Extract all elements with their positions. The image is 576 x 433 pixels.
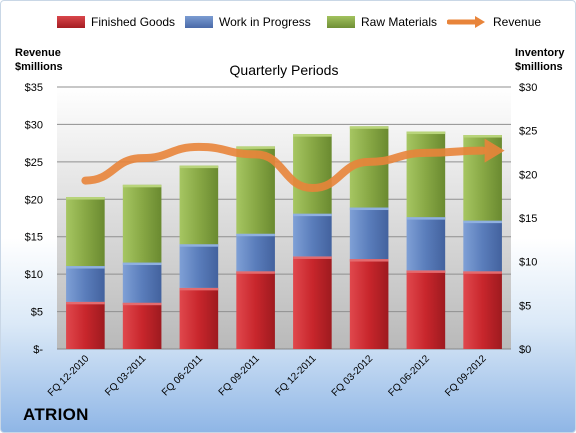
revenue-line-group: [81, 138, 505, 193]
legend-label-work-in-progress: Work in Progress: [219, 15, 311, 29]
bar-raw-materials: [66, 197, 105, 267]
right-tick-label: $0: [519, 344, 531, 356]
x-tick-labels: FQ 12-2010 FQ 03-2011 FQ 06-2011 FQ 09-2011…: [46, 353, 489, 399]
legend: Finished Goods Work in Progress Raw Mate…: [1, 15, 575, 35]
bar-work-in-progress: [293, 213, 332, 257]
left-tick-label: $15: [25, 232, 43, 244]
bar-finished-goods: [122, 302, 162, 349]
bar-finished-goods: [349, 259, 389, 349]
bar-work-in-progress-cap: [463, 220, 502, 224]
x-tick-label: FQ 06-2011: [160, 353, 205, 398]
bar-raw-materials: [406, 131, 446, 218]
left-tick-label: $5: [31, 307, 43, 319]
legend-swatch-raw-materials: [327, 16, 355, 28]
bar-work-in-progress-cap: [66, 266, 105, 269]
x-tick-label: FQ 12-2011: [274, 353, 319, 398]
bar-raw-materials-cap: [66, 197, 105, 200]
bar-work-in-progress-cap: [236, 233, 275, 237]
bar-raw-materials-cap: [293, 134, 332, 137]
left-tick-labels: $- $5 $10 $15 $20 $25 $30 $35: [25, 82, 44, 356]
chart-subtitle: Quarterly Periods: [230, 62, 339, 78]
right-tick-label: $15: [519, 213, 537, 225]
bar-raw-materials-cap: [122, 184, 162, 188]
bar-raw-materials: [179, 165, 219, 245]
bar-finished-goods: [236, 271, 275, 349]
bar-raw-materials-cap: [236, 146, 275, 149]
company-name: ATRION: [23, 405, 89, 424]
legend-item-finished-goods: Finished Goods: [57, 15, 175, 29]
legend-swatch-work-in-progress: [185, 16, 213, 28]
bar-finished-goods: [66, 301, 105, 349]
bar-finished-goods: [463, 271, 502, 349]
right-tick-label: $25: [519, 126, 537, 138]
x-tick-label: FQ 03-2011: [103, 353, 148, 398]
legend-item-work-in-progress: Work in Progress: [185, 15, 311, 29]
legend-item-revenue: Revenue: [447, 15, 541, 29]
legend-label-raw-materials: Raw Materials: [361, 15, 438, 29]
legend-label-finished-goods: Finished Goods: [91, 15, 176, 29]
bar-finished-goods: [406, 270, 446, 349]
bar-finished-goods-cap: [349, 259, 389, 262]
right-tick-labels: $0 $5 $10 $15 $20 $25 $30: [519, 82, 537, 356]
revenue-line: [81, 142, 487, 193]
bar-work-in-progress: [236, 233, 275, 272]
bar-finished-goods-cap: [179, 287, 219, 291]
bar-work-in-progress: [463, 220, 502, 272]
x-tick-label: FQ 09-2011: [217, 353, 262, 398]
right-tick-label: $10: [519, 257, 537, 269]
right-axis-title-line2: $millions: [515, 61, 563, 73]
left-tick-label: $25: [25, 157, 43, 169]
revenue-arrowhead: [484, 138, 505, 163]
bar-work-in-progress: [179, 244, 219, 288]
bar-work-in-progress-cap: [406, 217, 446, 220]
bar-work-in-progress: [122, 262, 162, 303]
bar-finished-goods: [179, 287, 219, 349]
bar-finished-goods-cap: [463, 271, 502, 274]
right-axis-title-line1: Inventory: [515, 47, 565, 59]
bar-raw-materials-cap: [179, 165, 219, 169]
right-tick-label: $30: [519, 82, 537, 94]
x-tick-label: FQ 03-2012: [330, 353, 376, 399]
bar-raw-materials-cap: [349, 126, 389, 129]
bar-work-in-progress-cap: [349, 207, 389, 211]
bar-work-in-progress-cap: [293, 213, 332, 217]
bar-work-in-progress: [349, 207, 389, 260]
bar-finished-goods-cap: [236, 271, 275, 274]
bar-raw-materials: [122, 184, 162, 263]
right-axis-title: Inventory $millions: [515, 46, 565, 74]
bar-finished-goods-cap: [66, 301, 105, 305]
left-tick-label: $10: [25, 269, 43, 281]
bar-raw-materials: [293, 134, 332, 214]
x-tick-label: FQ 06-2012: [386, 353, 432, 399]
left-tick-label: $35: [25, 82, 43, 94]
left-axis-title-line1: Revenue: [15, 47, 61, 59]
bar-finished-goods: [293, 256, 332, 349]
left-tick-label: $30: [25, 119, 43, 131]
legend-swatch-revenue: [447, 16, 485, 28]
right-tick-label: $20: [519, 169, 537, 181]
x-tick-label: FQ 09-2012: [443, 353, 489, 399]
bar-finished-goods-cap: [293, 256, 332, 259]
bar-finished-goods-cap: [122, 302, 162, 306]
bar-raw-materials-cap: [406, 131, 446, 135]
left-tick-label: $20: [25, 194, 43, 206]
bar-work-in-progress: [406, 217, 446, 271]
legend-label-revenue: Revenue: [493, 15, 542, 29]
left-tick-label: $-: [33, 344, 43, 356]
bar-work-in-progress: [66, 266, 105, 302]
bar-finished-goods-cap: [406, 270, 446, 273]
legend-swatch-finished-goods: [57, 16, 85, 28]
left-axis-title: Revenue $millions: [15, 46, 63, 74]
left-axis-title-line2: $millions: [15, 61, 63, 73]
right-tick-label: $5: [519, 300, 531, 312]
bar-raw-materials-cap: [463, 135, 502, 138]
legend-item-raw-materials: Raw Materials: [327, 15, 437, 29]
x-tick-label: FQ 12-2010: [46, 353, 92, 399]
bar-work-in-progress-cap: [122, 262, 162, 266]
bar-work-in-progress-cap: [179, 244, 219, 247]
